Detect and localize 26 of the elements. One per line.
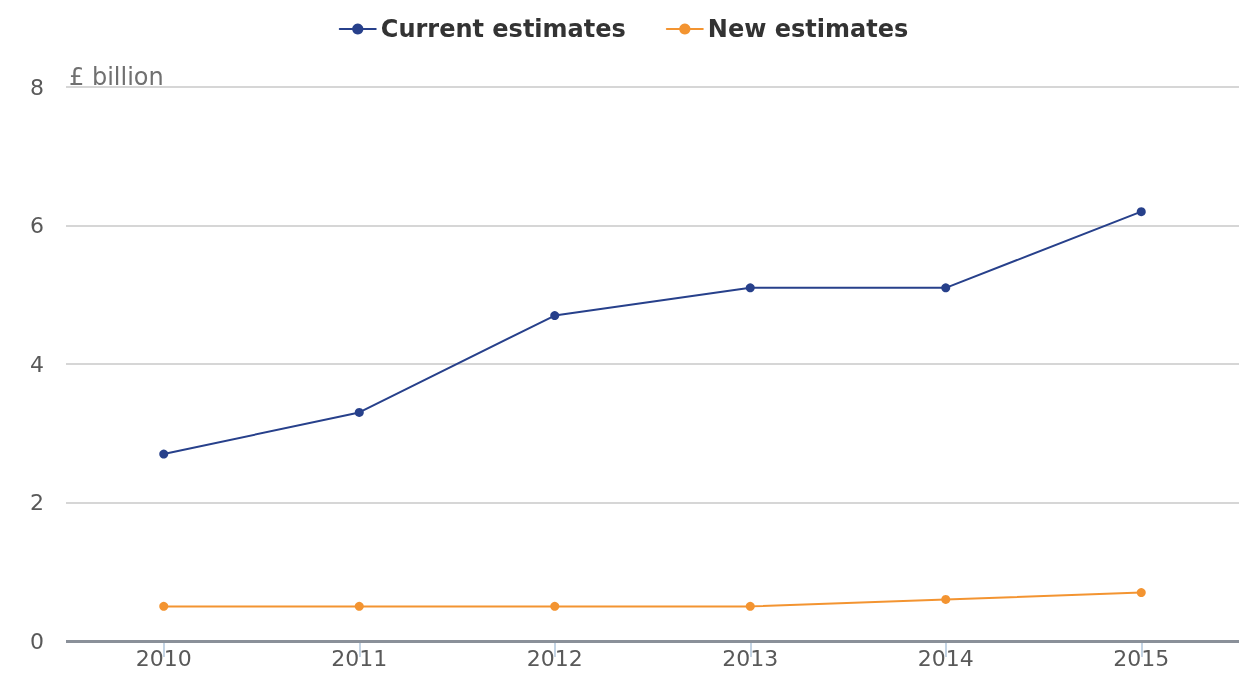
x-tick-label: 2010 bbox=[135, 645, 192, 671]
x-tick-label: 2013 bbox=[722, 645, 779, 671]
legend-label: New estimates bbox=[707, 15, 909, 43]
point bbox=[1136, 207, 1146, 217]
point bbox=[745, 283, 755, 293]
y-tick-label: 2 bbox=[30, 490, 44, 515]
point bbox=[745, 601, 755, 611]
y-tick-label: 0 bbox=[30, 628, 44, 654]
x-tick-label: 2015 bbox=[1113, 645, 1170, 671]
y-tick-label: 6 bbox=[30, 213, 44, 238]
point bbox=[941, 594, 951, 604]
x-tick-label: 2014 bbox=[917, 645, 974, 671]
x-tick-label: 2012 bbox=[526, 645, 583, 671]
point bbox=[550, 601, 560, 611]
point bbox=[159, 601, 169, 611]
point bbox=[354, 407, 364, 417]
y-tick-label: 4 bbox=[30, 351, 44, 377]
point bbox=[354, 601, 364, 611]
point bbox=[550, 311, 560, 321]
legend-label: Current estimates bbox=[380, 15, 626, 43]
y-tick-label: 8 bbox=[30, 74, 44, 100]
y-axis-title: £ billion bbox=[69, 63, 164, 91]
point bbox=[941, 283, 951, 293]
point bbox=[159, 449, 169, 459]
x-tick-label: 2011 bbox=[331, 645, 388, 671]
point bbox=[1136, 588, 1146, 598]
